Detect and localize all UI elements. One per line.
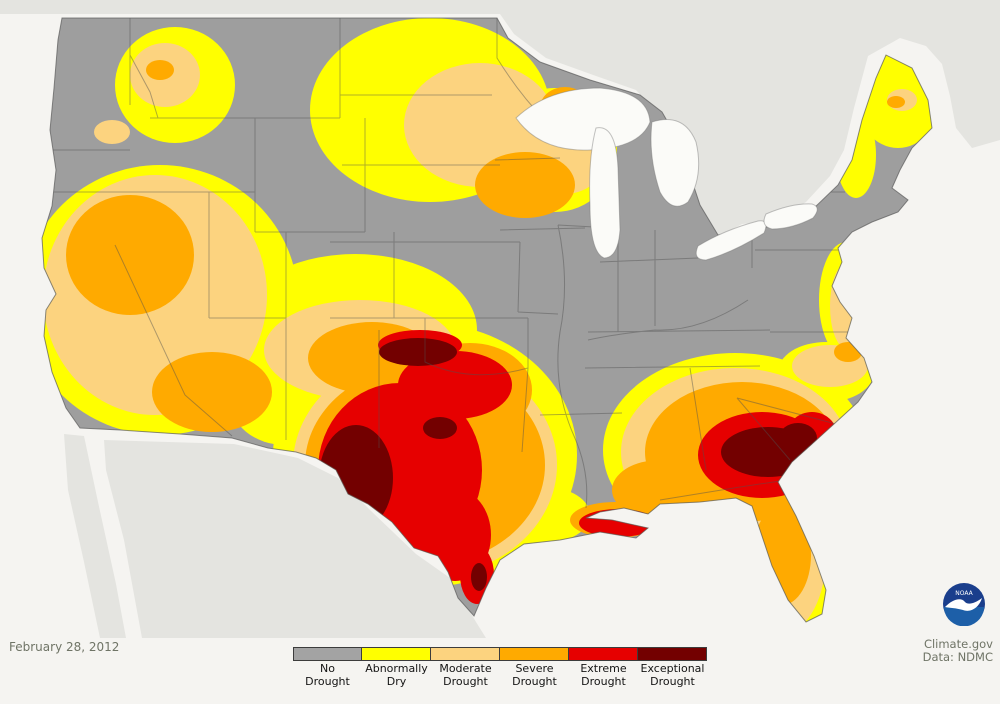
legend-item-abnormally-dry: Abnormally Dry bbox=[361, 647, 431, 688]
legend-item-no-drought: No Drought bbox=[293, 647, 362, 688]
noaa-logo-icon: NOAA bbox=[943, 583, 985, 626]
legend-label-extreme-drought: Extreme Drought bbox=[580, 662, 627, 688]
legend-swatch-abnormally-dry bbox=[361, 647, 431, 661]
legend-item-exceptional-drought: Exceptional Drought bbox=[637, 647, 707, 688]
legend-item-severe-drought: Severe Drought bbox=[499, 647, 569, 688]
legend-swatch-extreme-drought bbox=[568, 647, 638, 661]
drought-legend: No Drought Abnormally Dry Moderate Droug… bbox=[293, 647, 709, 688]
legend-item-extreme-drought: Extreme Drought bbox=[568, 647, 638, 688]
lake-erie bbox=[695, 220, 767, 261]
baja-california-landmass bbox=[64, 434, 126, 638]
legend-swatch-moderate-drought bbox=[430, 647, 500, 661]
lake-superior bbox=[515, 87, 651, 151]
lake-michigan bbox=[589, 127, 621, 259]
attribution: Climate.gov Data: NDMC bbox=[923, 638, 993, 664]
legend-label-moderate-drought: Moderate Drought bbox=[439, 662, 492, 688]
legend-swatch-exceptional-drought bbox=[637, 647, 707, 661]
attribution-source: Climate.gov bbox=[923, 637, 993, 651]
legend-label-abnormally-dry: Abnormally Dry bbox=[365, 662, 428, 688]
legend-swatch-severe-drought bbox=[499, 647, 569, 661]
svg-text:NOAA: NOAA bbox=[955, 590, 973, 597]
legend-label-no-drought: No Drought bbox=[305, 662, 350, 688]
attribution-data: Data: NDMC bbox=[922, 650, 993, 664]
mexico-landmass bbox=[104, 440, 486, 638]
legend-label-severe-drought: Severe Drought bbox=[512, 662, 557, 688]
great-lakes bbox=[515, 87, 818, 261]
legend-swatch-no-drought bbox=[293, 647, 362, 661]
lake-ontario bbox=[763, 203, 818, 230]
legend-label-exceptional-drought: Exceptional Drought bbox=[640, 662, 705, 688]
map-date: February 28, 2012 bbox=[9, 640, 120, 654]
us-border-outline bbox=[41, 17, 933, 623]
legend-swatch-row: No Drought Abnormally Dry Moderate Droug… bbox=[293, 647, 709, 688]
canada-landmass bbox=[0, 0, 1000, 238]
lake-huron bbox=[650, 119, 700, 207]
legend-item-moderate-drought: Moderate Drought bbox=[430, 647, 500, 688]
